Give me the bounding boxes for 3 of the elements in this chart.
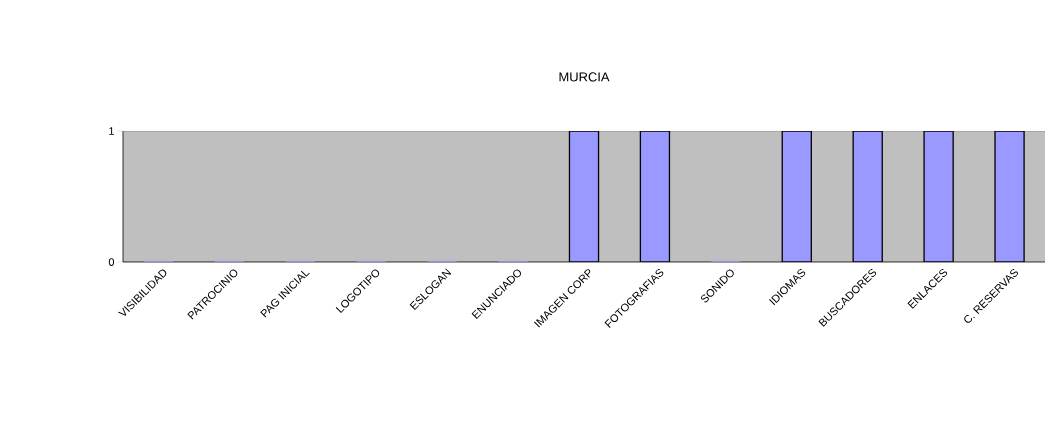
y-tick-label: 1 bbox=[109, 127, 114, 135]
y-tick-label: 0 bbox=[108, 258, 115, 266]
chart-title: MURCIA bbox=[559, 72, 610, 82]
